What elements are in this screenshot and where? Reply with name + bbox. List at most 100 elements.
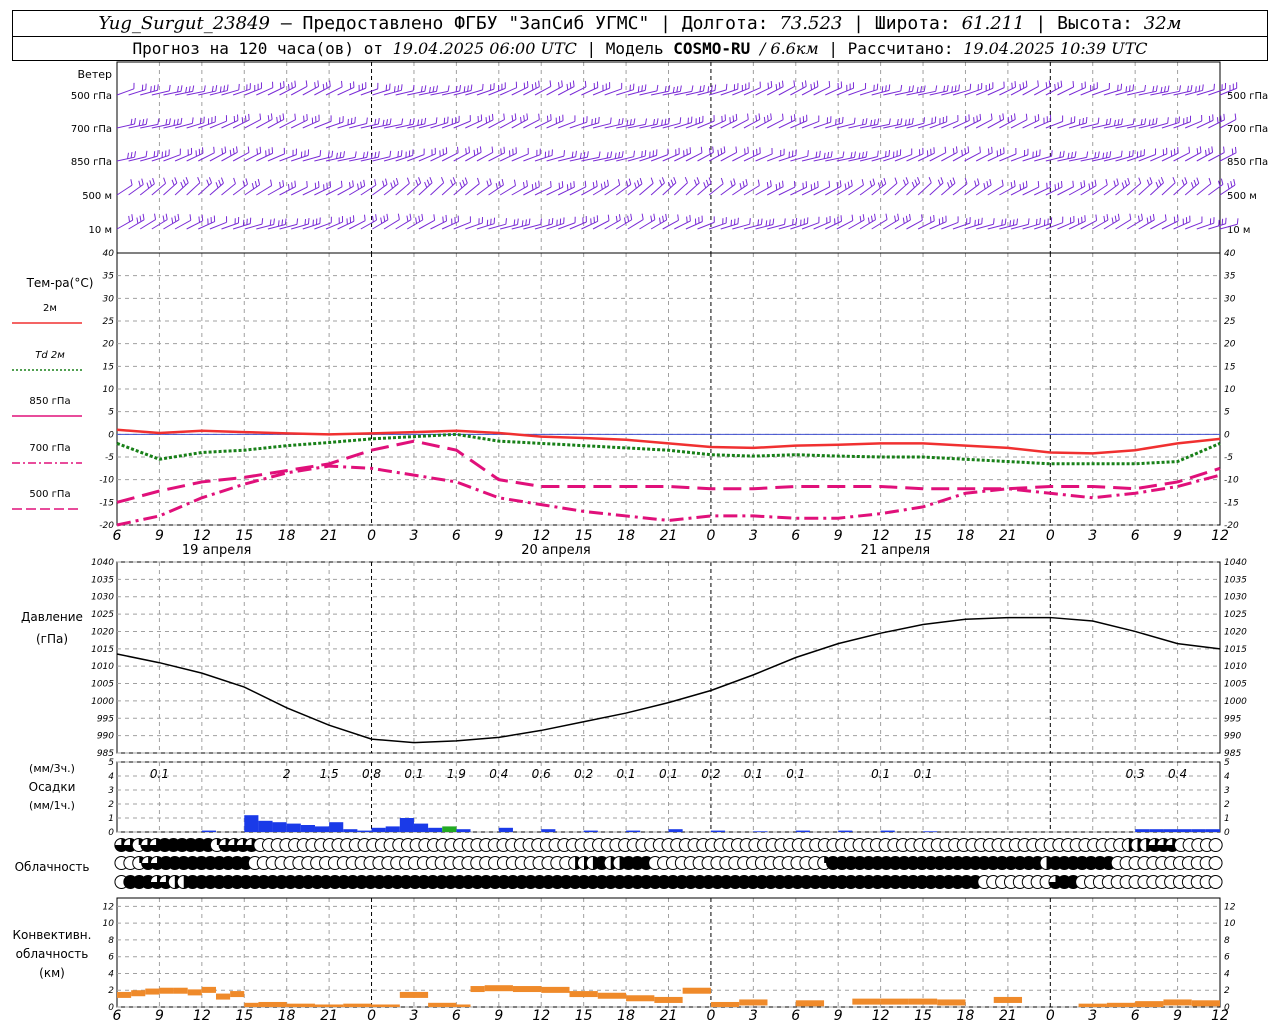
wind-barb [430, 90, 449, 96]
wind-barb-feather [880, 180, 884, 187]
wind-barb-feather [374, 179, 377, 186]
wind-barb [592, 123, 611, 129]
wind-barb-feather [356, 183, 359, 190]
wind-barb [801, 156, 820, 162]
press-ytick-right: 1040 [1224, 558, 1247, 568]
wind-barb [871, 183, 887, 196]
wind-barb-feather [782, 180, 784, 187]
wind-barb-feather [435, 117, 438, 124]
wind-barb-feather [1195, 86, 1197, 93]
wind-barb-feather [869, 180, 873, 187]
wind-barb-feather [782, 113, 784, 120]
wind-barb [1045, 86, 1062, 96]
wind-barb [952, 119, 970, 129]
wind-barb-feather [850, 179, 853, 186]
wind-barb-feather [1140, 118, 1143, 126]
wind-barb-feather [1094, 152, 1097, 159]
hour-label: 6 [1131, 528, 1140, 544]
wind-barb-feather [418, 177, 422, 184]
wind-barb [279, 186, 296, 196]
wind-barb [139, 183, 155, 196]
wind-barb-feather [1086, 151, 1089, 158]
wind-barb-feather [370, 152, 373, 159]
wind-barb-feather [491, 146, 494, 153]
wind-barb-feather [699, 85, 702, 92]
wind-barb [1173, 152, 1190, 162]
conv-bar [993, 996, 1023, 1003]
forecast-start: 19.04.2025 06:00 UTC [392, 39, 577, 58]
computed-label: Рассчитано: [847, 39, 954, 58]
wind-barb-feather [691, 85, 694, 92]
wind-barb [639, 90, 658, 96]
wind-barb [232, 119, 250, 129]
wind-barb-feather [575, 150, 577, 157]
wind-barb-feather [807, 150, 809, 157]
wind-barb-feather [1072, 180, 1074, 187]
wind-barb-feather [1198, 85, 1201, 92]
wind-barb-feather [436, 85, 439, 92]
wind-barb [1115, 155, 1133, 162]
wind-barb-feather [1196, 148, 1199, 155]
wind-barb-feather [291, 182, 293, 189]
header-dash: – [280, 13, 292, 34]
wind-title: Ветер [78, 68, 112, 81]
precip-label: 0.1 [871, 767, 890, 781]
hour-label: 6 [452, 1008, 461, 1024]
precip-label: 2 [283, 767, 291, 781]
wind-barb [267, 118, 284, 129]
wind-barb [883, 123, 902, 129]
precip-bar [428, 827, 443, 832]
wind-barb-feather [770, 113, 772, 120]
wind-barb-feather [828, 180, 831, 187]
wind-barb-feather [136, 217, 139, 224]
temp-ytick-left: -20 [99, 521, 114, 531]
wind-barb-feather [150, 86, 152, 93]
wind-barb-feather [659, 179, 663, 186]
conv-bar [710, 1001, 740, 1007]
wind-barb-feather [1035, 218, 1038, 225]
wind-barb [360, 123, 379, 129]
precip-bar [710, 830, 726, 832]
hour-label: 6 [113, 1008, 122, 1024]
wind-barb [1115, 123, 1134, 129]
wind-barb [418, 122, 437, 129]
wind-barb [708, 119, 726, 129]
wind-barb-feather [758, 113, 761, 120]
precip-bar [668, 829, 683, 832]
wind-barb-feather [503, 146, 506, 153]
wind-barb [453, 182, 468, 196]
wind-barb [987, 87, 1005, 96]
wind-barb-feather [579, 152, 582, 159]
panel-frame [116, 561, 1221, 754]
temp-series-line [116, 428, 1221, 455]
wind-barb-feather [670, 179, 674, 186]
wind-barb-feather [1051, 150, 1053, 157]
wind-barb [1150, 153, 1168, 162]
conv-bar [1078, 1003, 1107, 1007]
wind-barb [929, 182, 944, 196]
wind-barb [1080, 185, 1097, 196]
temp-ytick-right: 40 [1224, 249, 1236, 259]
wind-barb [639, 123, 658, 129]
wind-barb-feather [744, 148, 746, 155]
press-ytick-right: 1035 [1224, 575, 1247, 585]
wind-barb [906, 182, 921, 196]
wind-barb [1184, 120, 1202, 129]
wind-barb [894, 154, 912, 162]
wind-barb-feather [617, 179, 621, 186]
conv-bar [682, 987, 711, 994]
wind-barb [1080, 220, 1097, 230]
wind-barb [546, 120, 564, 129]
wind-barb-feather [390, 182, 393, 189]
wind-barb [430, 152, 447, 162]
wind-barb-feather [874, 213, 877, 220]
wind-barb-feather [336, 152, 338, 159]
wind-barb [1057, 86, 1074, 96]
wind-barb [372, 219, 389, 230]
wind-barb-feather [174, 177, 178, 184]
wind-barb-feather [606, 179, 609, 186]
wind-barb-feather [220, 177, 224, 184]
wind-barb-feather [1177, 214, 1179, 222]
wind-barb-feather [459, 182, 463, 189]
wind-barb-feather [185, 86, 188, 93]
